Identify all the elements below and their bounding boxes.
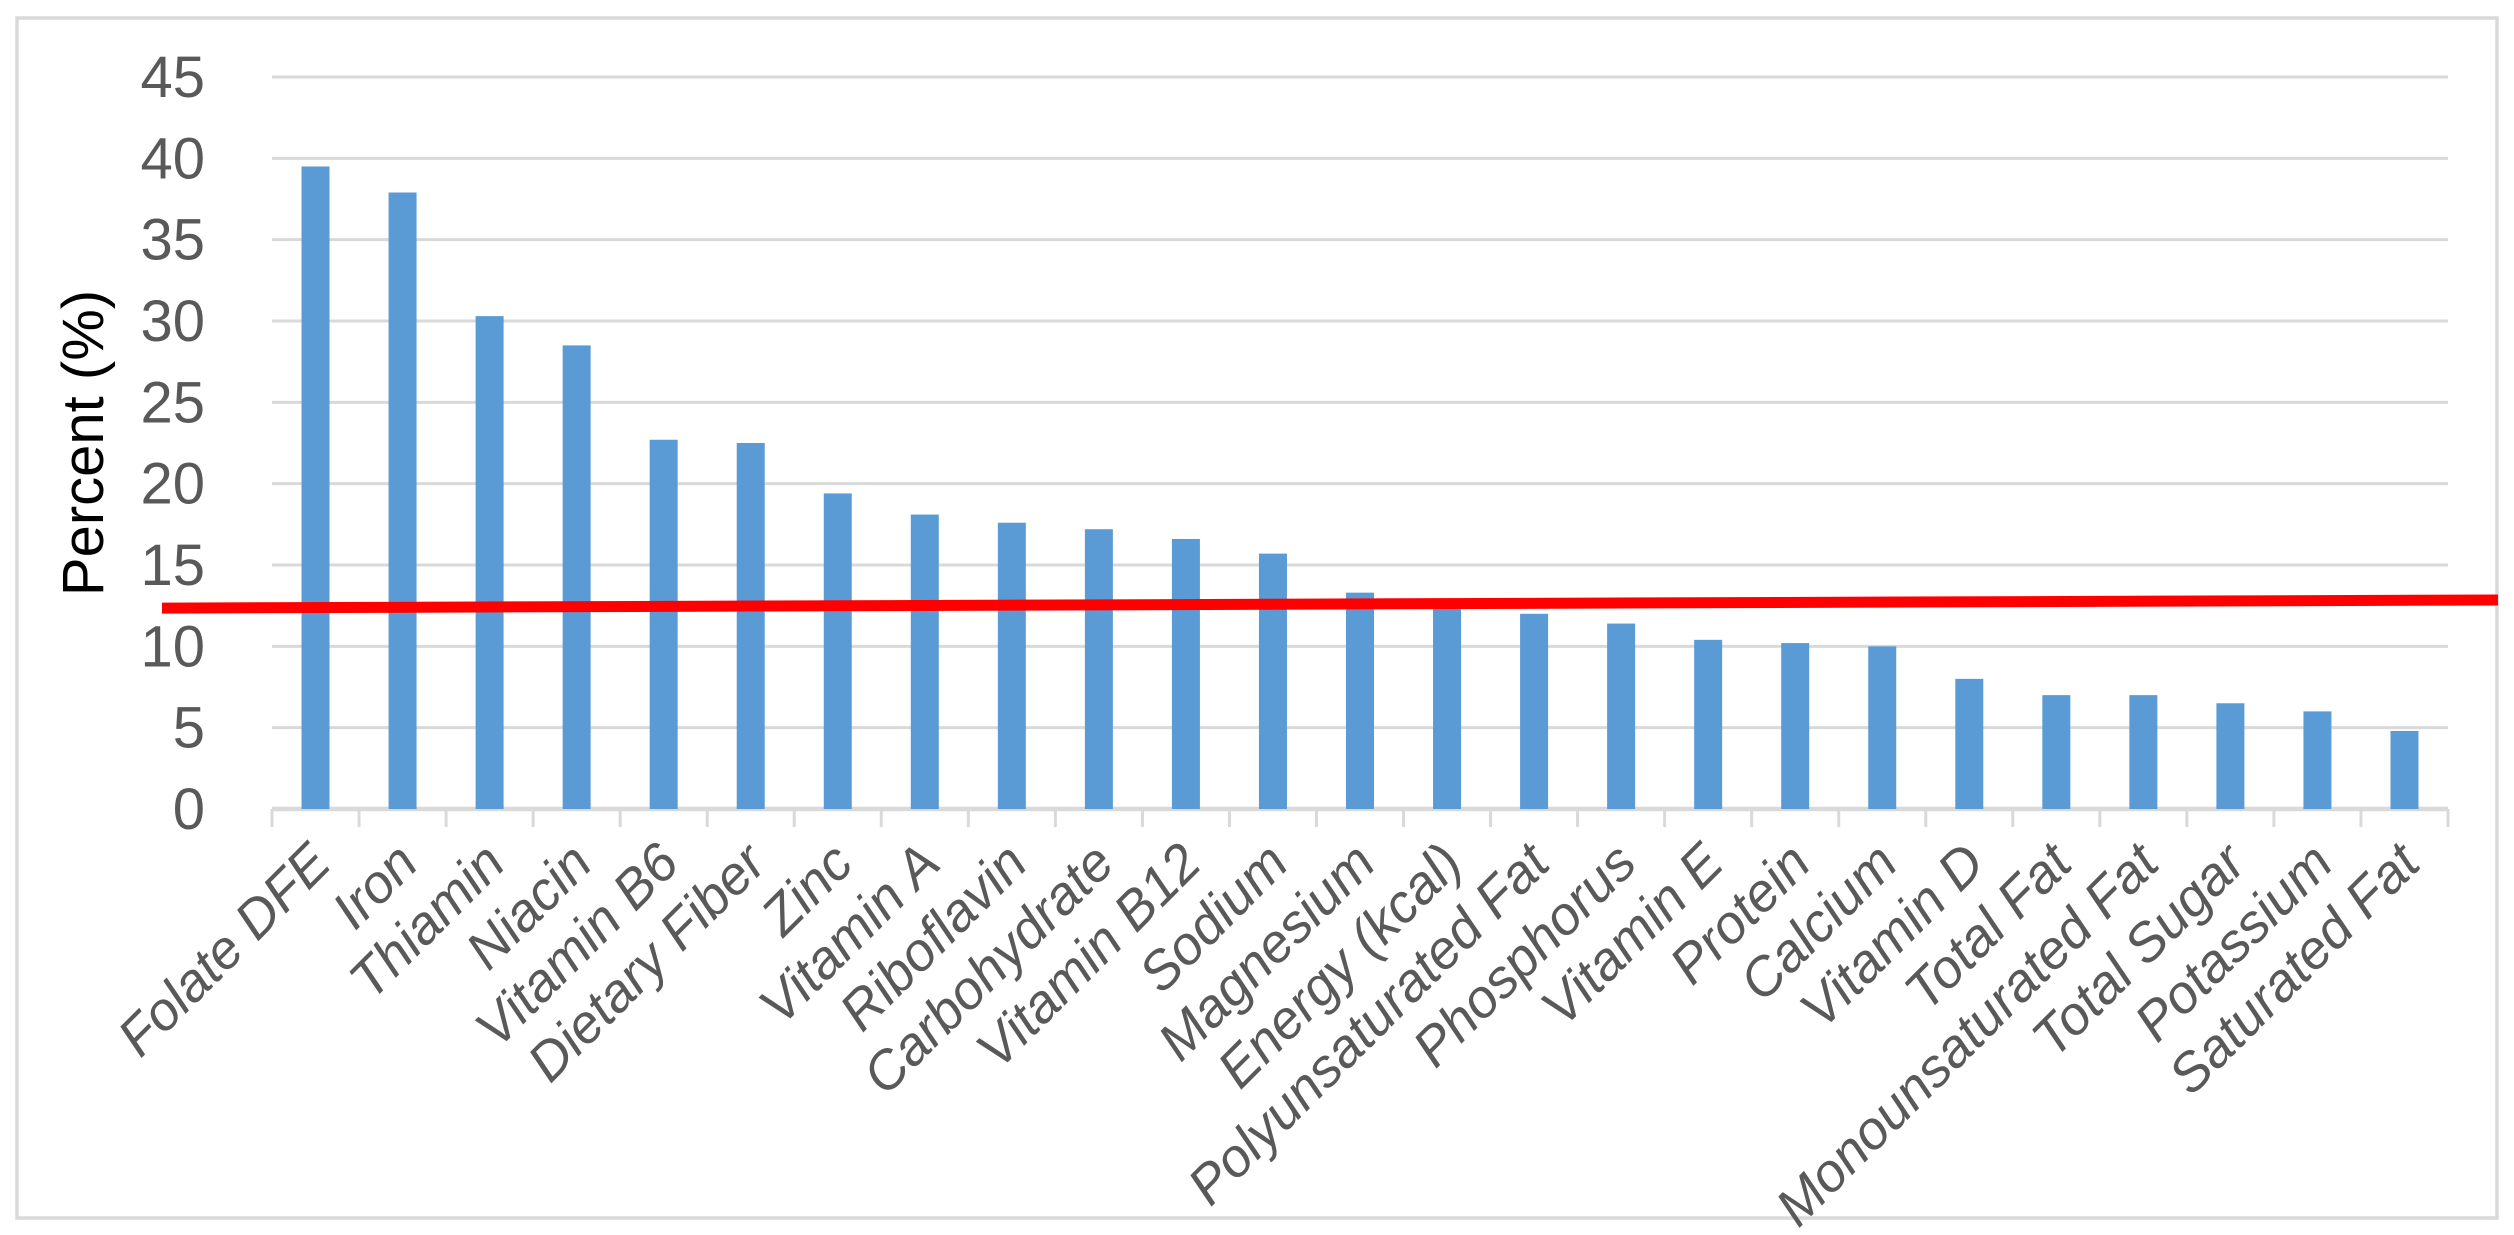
bar-series: [301, 166, 2419, 809]
gridlines: [272, 75, 2448, 812]
x-axis-ticks: [270, 809, 2450, 827]
bar: [2390, 730, 2419, 809]
y-tick-label: 15: [140, 533, 205, 598]
y-axis-tick-labels: 0 5 10 15 20 25 30 35 40 45: [140, 45, 205, 842]
bar: [1346, 592, 1374, 809]
reference-line: [161, 594, 2499, 614]
bar: [910, 514, 939, 809]
y-tick-label: 10: [140, 614, 205, 679]
bar: [1868, 646, 1897, 809]
bar: [388, 192, 417, 809]
bar: [475, 316, 504, 809]
bar: [649, 439, 678, 809]
y-tick-label: 30: [140, 289, 205, 354]
y-tick-label: 35: [140, 208, 205, 273]
bar: [1171, 538, 1200, 809]
bar: [1084, 529, 1113, 809]
bar: [1694, 639, 1723, 809]
chart-border: [15, 16, 2499, 1220]
bar: [562, 345, 591, 809]
bar: [1607, 623, 1636, 809]
bar: [1433, 599, 1462, 809]
bar: [2129, 695, 2158, 809]
y-tick-label: 5: [173, 696, 205, 761]
y-tick-label: 20: [140, 452, 205, 517]
bar: [2303, 711, 2332, 809]
bar: [2042, 695, 2071, 809]
y-tick-label: 40: [140, 126, 205, 191]
y-tick-label: 0: [173, 777, 205, 842]
y-tick-label: 45: [140, 45, 205, 110]
bar: [1781, 643, 1810, 809]
bar: [1520, 613, 1549, 809]
bar: [301, 166, 330, 809]
bar: [2216, 703, 2245, 809]
bar: [823, 493, 852, 809]
bar: [1955, 678, 1984, 809]
y-axis-title: Percent (%): [51, 290, 116, 596]
bar: [997, 522, 1026, 809]
bar: [1258, 553, 1287, 809]
y-tick-label: 25: [140, 370, 205, 435]
bar: [736, 443, 765, 809]
